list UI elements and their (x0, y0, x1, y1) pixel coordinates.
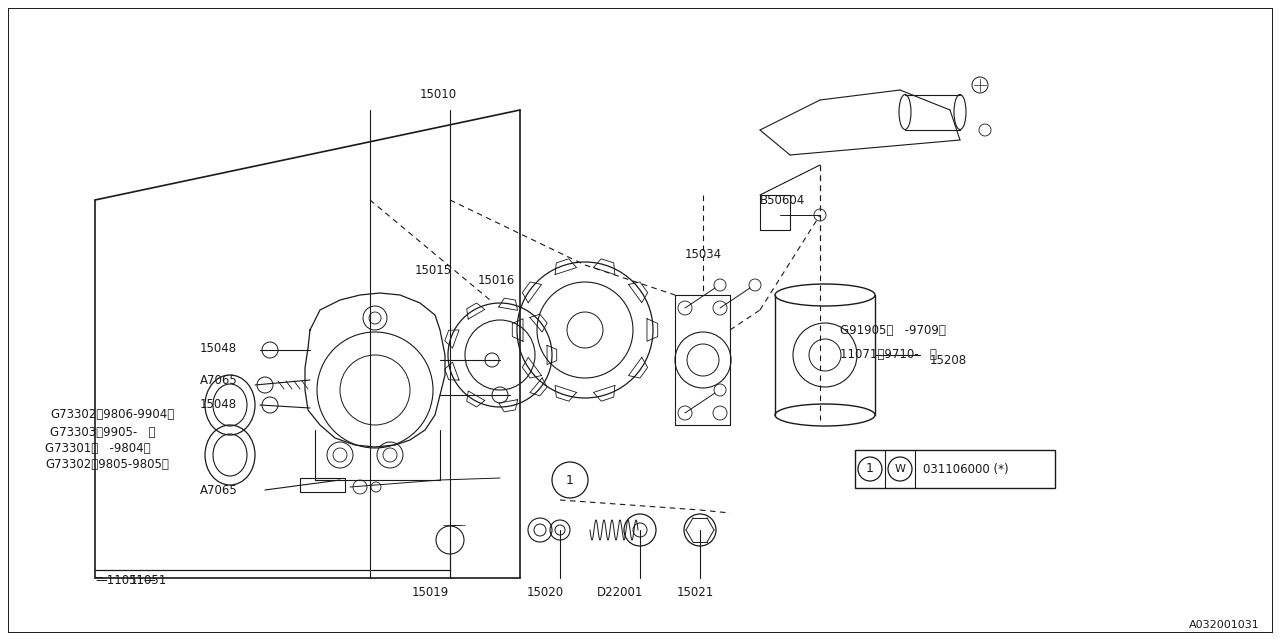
Text: G73301（   -9804）: G73301（ -9804） (45, 442, 151, 454)
Text: 15010: 15010 (420, 88, 457, 102)
Text: 15208: 15208 (931, 353, 968, 367)
Text: 11071〈9710-   〉: 11071〈9710- 〉 (840, 349, 937, 362)
Text: B50604: B50604 (760, 193, 805, 207)
Text: 15016: 15016 (477, 273, 516, 287)
Text: G73302（9805-9805）: G73302（9805-9805） (45, 458, 169, 472)
Text: G73302（9806-9904）: G73302（9806-9904） (50, 408, 174, 422)
Text: A032001031: A032001031 (1189, 620, 1260, 630)
Text: —11051—: —11051— (95, 573, 156, 586)
Text: ─: ─ (95, 572, 101, 582)
Text: 15034: 15034 (685, 248, 722, 262)
Text: 15021: 15021 (676, 586, 714, 598)
Text: D22001: D22001 (596, 586, 643, 598)
Text: 15048: 15048 (200, 342, 237, 355)
Text: 15019: 15019 (411, 586, 448, 598)
Text: 1: 1 (867, 463, 874, 476)
Text: 15020: 15020 (526, 586, 563, 598)
Text: G91905（   -9709）: G91905（ -9709） (840, 323, 946, 337)
Text: A7065: A7065 (200, 374, 238, 387)
Text: A7065: A7065 (200, 483, 238, 497)
Text: W: W (895, 464, 905, 474)
Text: 1: 1 (566, 474, 573, 486)
Text: G73303（9905-   ）: G73303（9905- ） (50, 426, 155, 438)
Text: 15015: 15015 (415, 264, 452, 276)
Text: 031106000 (*): 031106000 (*) (923, 463, 1009, 476)
Text: 11051: 11051 (131, 573, 168, 586)
Text: 15048: 15048 (200, 399, 237, 412)
